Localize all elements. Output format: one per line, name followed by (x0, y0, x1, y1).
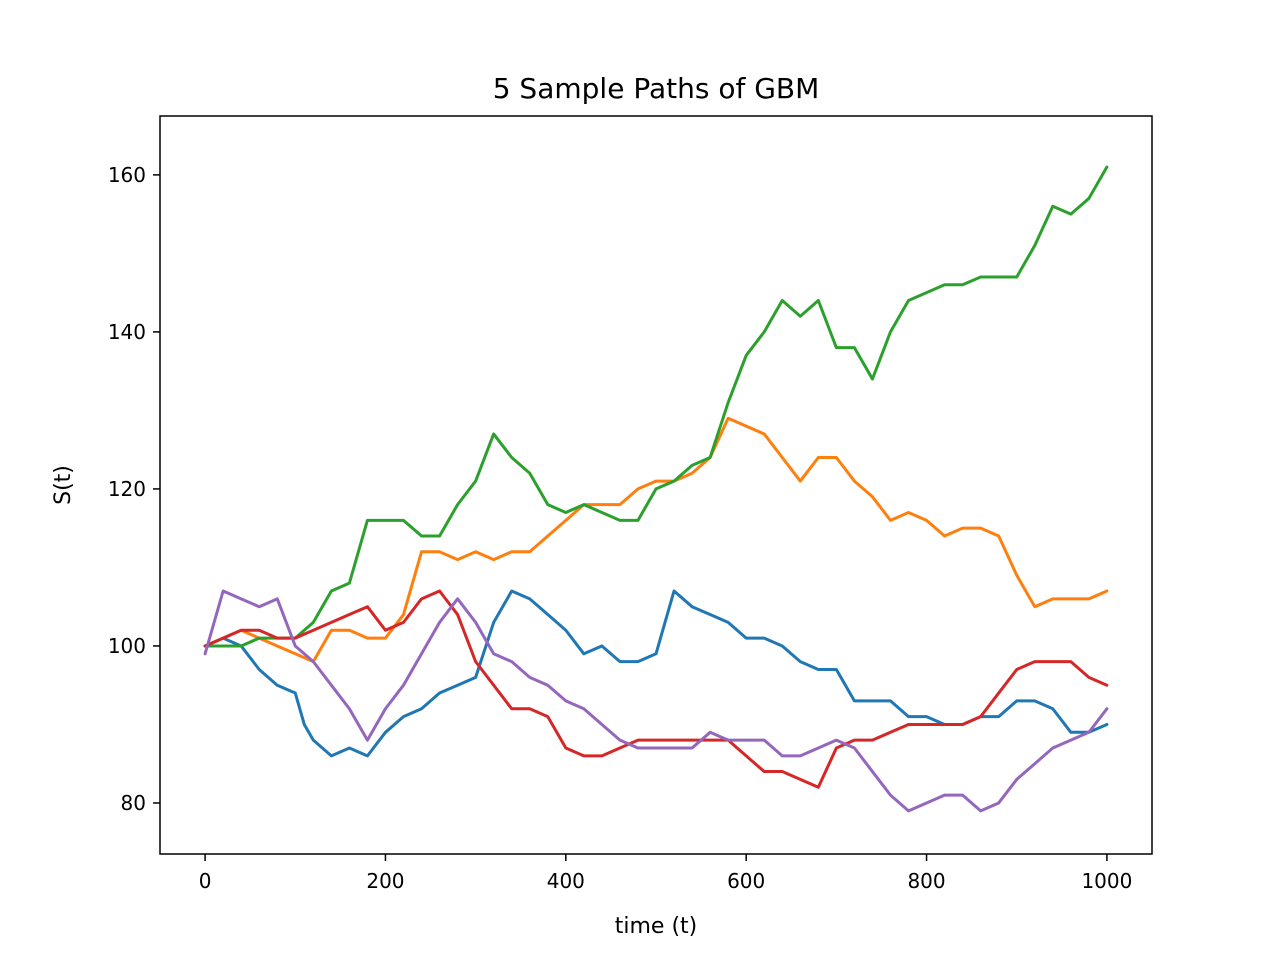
plot-area (159, 115, 1153, 855)
x-tick-label: 600 (727, 869, 765, 893)
series-line-4 (203, 589, 1109, 789)
x-tick-label: 0 (199, 869, 212, 893)
y-axis-ticks: 80 100 120 140 160 (108, 163, 160, 815)
series-line-3 (203, 165, 1109, 648)
y-axis-label: S(t) (51, 465, 76, 505)
series-lines (203, 165, 1109, 813)
x-tick-label: 1000 (1081, 869, 1132, 893)
x-tick-label: 400 (547, 869, 585, 893)
series-line-5 (203, 589, 1109, 813)
y-tick-label: 80 (121, 791, 146, 815)
chart-title: 5 Sample Paths of GBM (493, 72, 820, 105)
x-axis-ticks: 0 200 400 600 800 1000 (199, 854, 1132, 893)
y-tick-label: 100 (108, 634, 146, 658)
x-tick-label: 200 (366, 869, 404, 893)
series-line-2 (203, 416, 1109, 664)
y-tick-label: 120 (108, 477, 146, 501)
x-axis-label: time (t) (615, 914, 698, 939)
y-tick-label: 140 (108, 320, 146, 344)
y-tick-label: 160 (108, 163, 146, 187)
x-tick-label: 800 (907, 869, 945, 893)
